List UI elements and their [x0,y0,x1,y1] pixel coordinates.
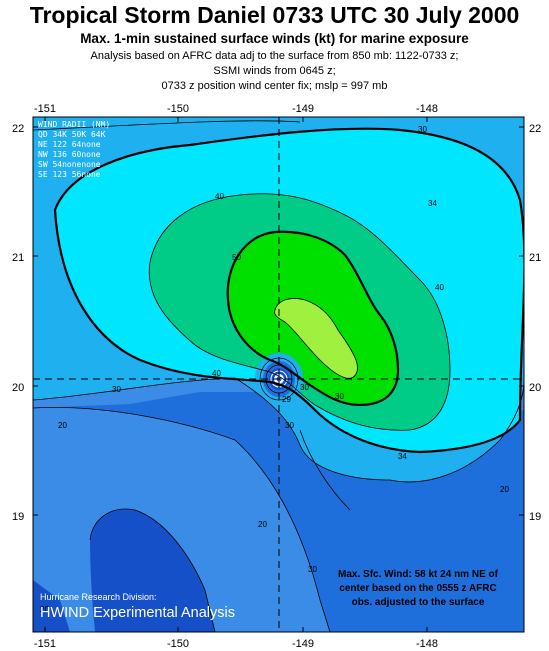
y-axis-right: 22 21 20 19 [529,123,541,523]
plot-frame [32,116,525,633]
y-tick-label: 20 [12,382,24,394]
wind-radii-title: WIND RADII (NM) [38,120,110,129]
max-wind-note: Max. Sfc. Wind: 58 kt 24 nm NE of center… [338,569,499,608]
x-tick-label: -150 [167,638,189,650]
contour-label: 30 [300,383,309,392]
center-crosshair [33,117,524,632]
contour-label: 30 [418,125,427,134]
y-axis-left: 22 21 20 19 [12,123,24,523]
contour-label: 20 [258,520,267,529]
contour-label: 40 [212,369,221,378]
x-tick-label: -150 [167,103,189,115]
contour-label: 30 [335,392,344,401]
hwind-credit: Hurricane Research Division: HWIND Exper… [40,592,235,621]
analysis-line-2: SSMI winds from 0645 z; [213,65,336,77]
y-tick-label: 21 [529,252,541,264]
contour-label: 20 [500,485,509,494]
x-tick-label: -149 [292,103,314,115]
x-axis-bottom: -151 -150 -149 -148 [34,638,438,650]
contour-label: 50 [232,253,241,262]
map-title: Tropical Storm Daniel 0733 UTC 30 July 2… [29,2,520,28]
y-tick-label: 22 [529,123,541,135]
analysis-line-3: 0733 z position wind center fix; mslp = … [161,80,388,92]
max-wind-line: center based on the 0555 z AFRC [339,583,496,594]
y-tick-label: 19 [529,511,541,523]
contour-labels: 30 34 40 50 40 40 30 30 20 30 34 20 20 3… [40,125,509,614]
wind-radii-row: NE 122 64none [38,140,101,149]
max-wind-line: obs. adjusted to the surface [352,597,485,608]
contour-label: 34 [398,452,407,461]
contour-label: 20 [40,605,49,614]
wind-radii-row: SE 123 56none [38,170,101,179]
wind-band-southwest-corner [33,580,70,632]
credit-product: HWIND Experimental Analysis [40,605,235,621]
y-tick-label: 20 [529,382,541,394]
contour-label: 34 [428,199,437,208]
contour-label: 30 [308,565,317,574]
x-tick-label: -148 [416,638,438,650]
contour-label: 30 [285,421,294,430]
wind-band-southwest-low [90,509,215,632]
y-tick-label: 22 [12,123,24,135]
wind-radii-table: WIND RADII (NM) QD 34K 50K 64K NE 122 64… [38,120,110,179]
x-tick-label: -149 [292,638,314,650]
x-axis-top: -151 -150 -149 -148 [34,103,438,115]
wind-radii-row: SW 54nonenone [38,160,101,169]
contour-label: 20 [58,421,67,430]
y-tick-label: 21 [12,252,24,264]
x-tick-label: -151 [34,638,56,650]
contour-label: 29 [282,395,291,404]
map-subtitle: Max. 1-min sustained surface winds (kt) … [80,31,469,46]
contour-lines [33,120,524,632]
y-tick-label: 19 [12,511,24,523]
credit-division: Hurricane Research Division: [40,592,157,602]
x-tick-label: -148 [416,103,438,115]
frame-ticks [33,117,524,632]
analysis-line-1: Analysis based on AFRC data adj to the s… [90,50,459,62]
wind-radii-row: QD 34K 50K 64K [38,130,106,139]
contour-label: 40 [435,283,444,292]
max-wind-line: Max. Sfc. Wind: 58 kt 24 nm NE of [338,569,499,580]
wind-band-60 [274,298,358,379]
x-tick-label: -151 [34,103,56,115]
wind-radii-row: NW 136 60none [38,150,101,159]
contour-label: 30 [112,385,121,394]
contour-label: 40 [215,192,224,201]
